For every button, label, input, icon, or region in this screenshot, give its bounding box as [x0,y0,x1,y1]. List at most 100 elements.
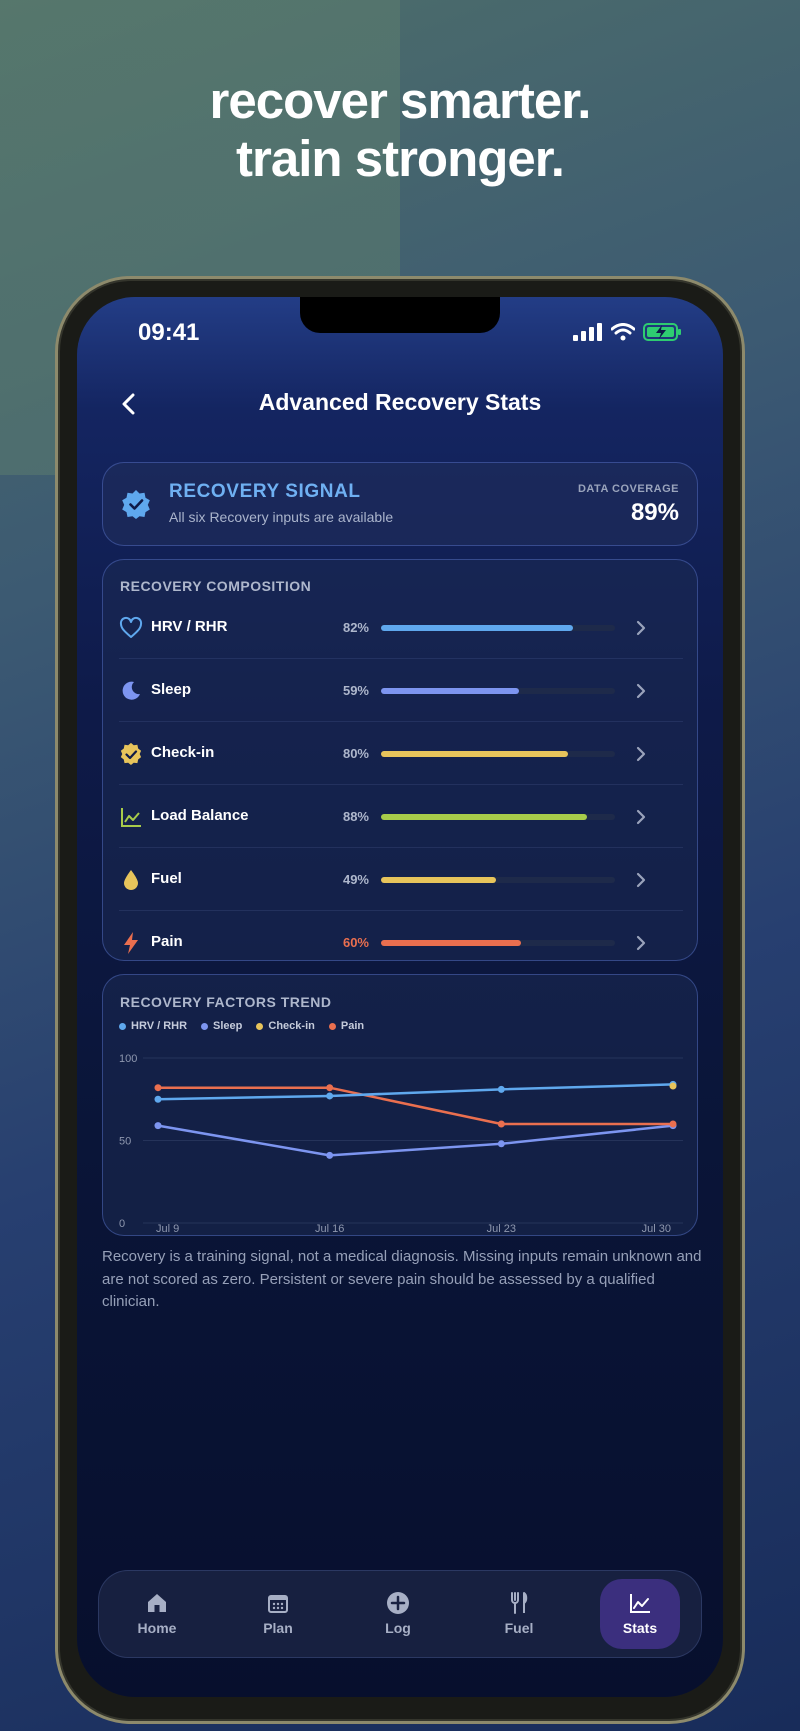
composition-progress-fill [381,751,569,757]
legend-dot [201,1022,209,1030]
recovery-trend-card: RECOVERY FACTORS TREND HRV / RHR Sleep Che… [102,974,698,1236]
legend-item: Pain [328,1020,364,1032]
trend-title: RECOVERY FACTORS TREND [120,994,332,1010]
composition-label: Sleep [151,681,192,698]
row-divider [119,910,683,911]
verified-badge-icon [122,490,150,519]
composition-row-sleep[interactable]: Sleep 59% [119,660,683,722]
chevron-right-icon[interactable] [631,743,651,765]
disclaimer-text: Recovery is a training signal, not a med… [102,1248,702,1310]
chevron-right-icon[interactable] [631,617,651,639]
composition-row-pain[interactable]: Pain 60% [119,912,683,974]
legend-label: Check-in [268,1020,315,1032]
composition-percent: 60% [342,935,369,950]
composition-label: Check-in [151,744,215,761]
trend-line-chart: 0 50 100 Jul 9 Jul 16 Jul 23 Jul 30 [119,1053,683,1235]
composition-progress-fill [381,688,520,694]
y-tick-label: 0 [119,1218,125,1230]
composition-progress-bar [381,751,615,757]
battery-charging-icon [643,323,681,341]
composition-label: HRV / RHR [151,618,228,635]
data-point [497,1085,505,1093]
status-icons [573,322,683,342]
x-tick-label: Jul 9 [156,1223,179,1235]
composition-progress-bar [381,688,615,694]
tab-label: Log [385,1620,411,1636]
data-point [326,1092,334,1100]
series-line-pain [158,1086,673,1126]
composition-progress-fill [381,940,522,946]
legend-label: HRV / RHR [131,1020,188,1032]
composition-label: Fuel [151,870,182,887]
back-chevron-icon[interactable] [113,387,147,421]
data-point [326,1084,334,1092]
composition-progress-fill [381,625,573,631]
calendar-icon [268,1595,288,1613]
series-line-sleep [157,1124,674,1157]
legend-item: Check-in [256,1020,315,1032]
composition-label: Pain [151,933,183,950]
tab-stats[interactable]: Stats [600,1579,680,1649]
chart-legend: HRV / RHR Sleep Check-in Pain [119,1020,364,1032]
y-tick-label: 100 [119,1053,137,1065]
drop-icon [124,870,138,890]
row-divider [119,721,683,722]
legend-label: Sleep [213,1020,243,1032]
headline-line-2: train stronger. [236,130,565,187]
data-point [154,1095,162,1103]
legend-item: Sleep [201,1020,242,1032]
composition-percent: 80% [342,746,369,761]
bolt-icon [124,932,138,954]
composition-label: Load Balance [151,807,249,824]
tab-log[interactable]: Log [358,1579,438,1649]
composition-row-fuel[interactable]: Fuel 49% [119,849,683,911]
chevron-right-icon[interactable] [631,869,651,891]
tab-fuel[interactable]: Fuel [479,1579,559,1649]
row-divider [119,784,683,785]
composition-percent: 82% [342,620,369,635]
data-point [154,1122,162,1130]
page-title: Advanced Recovery Stats [258,389,542,415]
chevron-right-icon[interactable] [631,932,651,954]
fork-knife-icon [511,1592,528,1614]
composition-progress-bar [381,877,615,883]
data-point [669,1082,677,1090]
plus-circle-icon [387,1592,409,1614]
data-point [497,1140,505,1148]
composition-percent: 88% [342,809,369,824]
y-tick-label: 50 [119,1136,131,1148]
notch [300,297,500,333]
x-tick-label: Jul 16 [315,1223,344,1235]
trend-chart-icon [121,808,141,827]
tab-plan[interactable]: Plan [238,1579,318,1649]
legend-dot [256,1022,264,1030]
legend-dot [119,1022,126,1030]
moon-icon [122,681,140,700]
recovery-composition-card: RECOVERY COMPOSITION HRV / RHR 82% Sleep 59… [102,559,698,961]
tab-home[interactable]: Home [117,1579,197,1649]
x-tick-label: Jul 30 [642,1223,671,1235]
signal-icon [573,323,602,341]
wifi-icon [611,323,635,341]
data-point [154,1084,162,1092]
composition-row-hrv-rhr[interactable]: HRV / RHR 82% [119,597,683,659]
app-screen: 09:41 Advanced Recovery Stats [77,297,723,1697]
bottom-tab-bar: Home Plan Log Fuel Stats [98,1570,702,1658]
heart-icon [119,616,143,638]
headline-line-1: recover smarter. [209,72,592,129]
composition-percent: 59% [342,683,369,698]
chevron-right-icon[interactable] [631,806,651,828]
data-point [326,1151,334,1159]
legend-item: HRV / RHR [119,1020,187,1032]
nav-bar: Advanced Recovery Stats [77,379,723,429]
composition-row-check-in[interactable]: Check-in 80% [119,723,683,785]
data-coverage-label: DATA COVERAGE [577,483,679,495]
chevron-right-icon[interactable] [631,680,651,702]
composition-row-load-balance[interactable]: Load Balance 88% [119,786,683,848]
legend-dot [328,1022,336,1030]
tab-label: Home [137,1620,177,1636]
composition-progress-fill [381,814,587,820]
composition-title: RECOVERY COMPOSITION [120,578,312,594]
data-point [669,1120,677,1128]
status-time: 09:41 [138,319,200,346]
